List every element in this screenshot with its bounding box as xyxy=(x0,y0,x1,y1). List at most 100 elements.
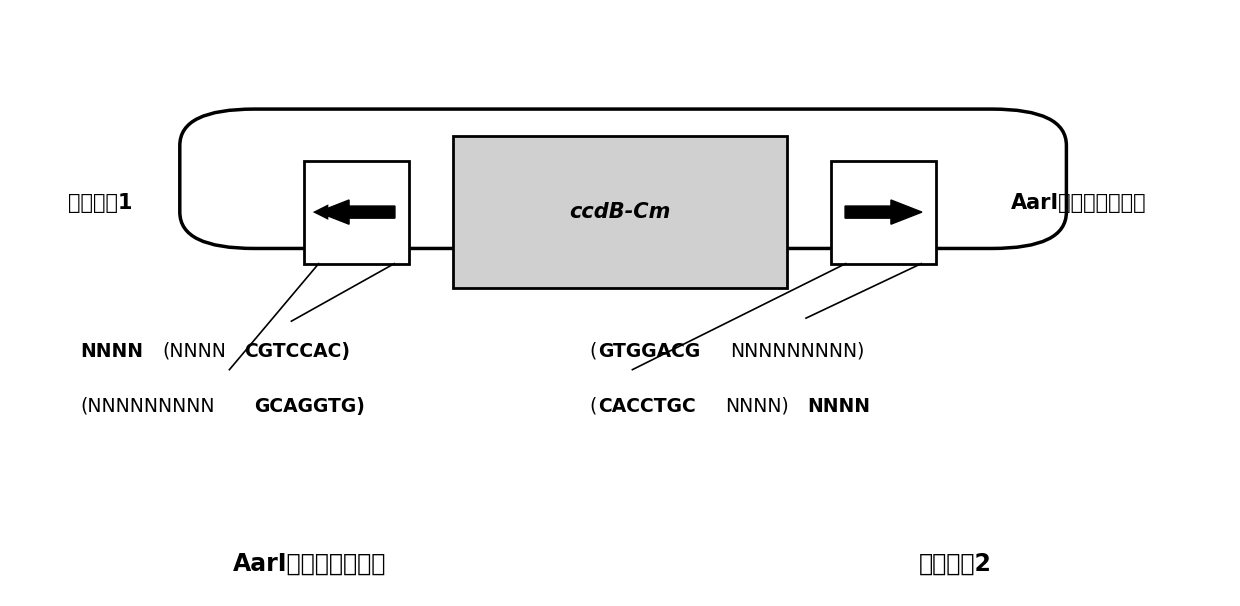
Point xyxy=(742,182,761,191)
Text: 粘性末端1: 粘性末端1 xyxy=(68,193,133,213)
Text: CGTCCAC): CGTCCAC) xyxy=(244,342,351,361)
Point xyxy=(472,246,492,256)
Text: GTGGACG: GTGGACG xyxy=(599,342,701,361)
Point xyxy=(596,242,616,252)
Point xyxy=(689,238,709,248)
Point xyxy=(487,138,507,148)
Point xyxy=(458,211,477,221)
Point xyxy=(522,160,542,170)
Point xyxy=(746,208,766,218)
Text: AarI识别并切割位点: AarI识别并切割位点 xyxy=(1011,193,1146,213)
Point xyxy=(464,269,484,279)
Point xyxy=(501,252,521,262)
Point xyxy=(738,188,758,198)
Point xyxy=(505,173,525,182)
Text: CACCTGC: CACCTGC xyxy=(599,396,697,416)
Point xyxy=(769,256,789,265)
Point xyxy=(715,173,735,182)
Point xyxy=(569,262,589,272)
Point xyxy=(622,256,642,265)
Point xyxy=(495,237,515,247)
Point xyxy=(534,191,554,201)
Point xyxy=(596,269,616,279)
Point xyxy=(683,268,703,278)
Point xyxy=(562,211,582,221)
Point xyxy=(673,226,693,236)
Point xyxy=(672,256,692,266)
Point xyxy=(753,272,773,282)
Point xyxy=(653,258,673,268)
Point xyxy=(730,273,750,283)
Point xyxy=(537,187,557,196)
Point xyxy=(618,196,637,205)
Point xyxy=(454,184,474,194)
Point xyxy=(661,251,681,261)
Point xyxy=(459,232,479,242)
Point xyxy=(464,227,484,236)
Point xyxy=(460,199,480,209)
Point xyxy=(513,215,533,225)
Point xyxy=(751,208,771,218)
Point xyxy=(611,152,631,162)
Point xyxy=(484,139,503,149)
Point xyxy=(599,198,619,207)
Point xyxy=(467,222,487,232)
Point xyxy=(640,251,660,261)
Point xyxy=(501,230,521,240)
Point xyxy=(699,191,719,201)
Point xyxy=(471,162,491,172)
Point xyxy=(763,213,782,222)
Point xyxy=(508,215,528,224)
Point xyxy=(662,268,682,278)
Point xyxy=(474,176,494,185)
Point xyxy=(518,196,538,205)
Point xyxy=(624,225,644,235)
Point xyxy=(587,211,606,221)
Point xyxy=(480,162,500,172)
Point xyxy=(676,242,696,252)
Point xyxy=(683,190,703,200)
Point xyxy=(474,194,494,204)
Point xyxy=(526,148,546,158)
Point xyxy=(494,241,513,251)
Point xyxy=(506,224,526,234)
Point xyxy=(552,256,572,266)
Point xyxy=(682,215,702,224)
Point xyxy=(742,204,761,214)
Point xyxy=(480,259,500,269)
Point xyxy=(486,141,506,150)
Point xyxy=(732,263,751,273)
Point xyxy=(539,188,559,198)
Point xyxy=(608,228,627,238)
Point xyxy=(692,162,712,172)
Point xyxy=(450,207,470,216)
Point xyxy=(552,222,572,232)
Point xyxy=(456,176,476,186)
Point xyxy=(494,167,513,176)
Point xyxy=(706,241,725,251)
Point xyxy=(508,216,528,225)
Point xyxy=(768,139,787,149)
Point xyxy=(728,276,748,285)
Point xyxy=(565,243,585,253)
Point xyxy=(755,151,775,161)
Point xyxy=(652,242,672,251)
Point xyxy=(501,181,521,190)
Point xyxy=(660,190,680,199)
Point xyxy=(724,207,744,217)
Point xyxy=(454,260,474,270)
Point xyxy=(728,266,748,276)
Point xyxy=(558,199,578,209)
Point xyxy=(698,275,718,285)
Point xyxy=(768,142,787,152)
Point xyxy=(451,269,471,279)
Point xyxy=(630,251,650,261)
Point xyxy=(760,167,780,176)
Point xyxy=(713,219,733,229)
Point xyxy=(601,235,621,245)
Point xyxy=(542,191,562,201)
Point xyxy=(573,202,593,211)
Point xyxy=(539,196,559,205)
Point xyxy=(553,145,573,155)
Point xyxy=(544,265,564,275)
